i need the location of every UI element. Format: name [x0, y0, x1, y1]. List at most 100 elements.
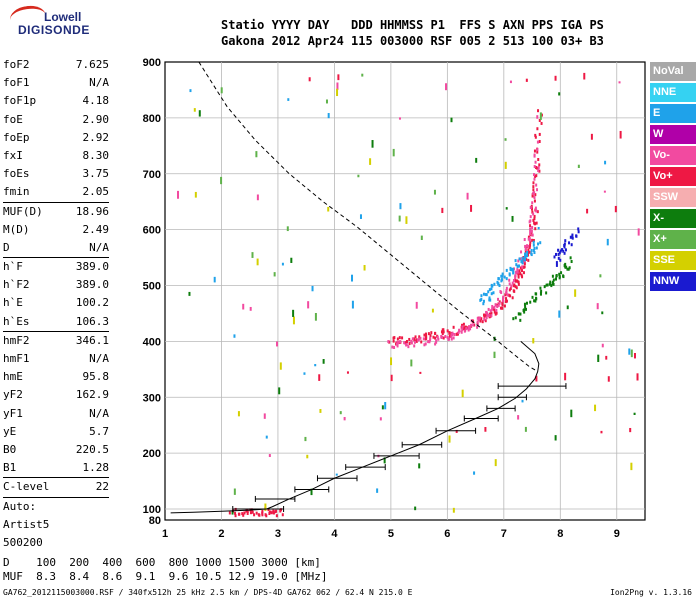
echo-point [441, 332, 444, 336]
footer-distance-row: D 100 200 400 600 800 1000 1500 3000 [km… [3, 556, 321, 569]
echo-point [429, 338, 432, 342]
echo-point [498, 301, 501, 305]
param-value: 7.625 [75, 58, 109, 71]
echo-point [558, 275, 561, 279]
noise-point [405, 216, 408, 224]
param-value: 5.7 [89, 424, 109, 438]
scaled-parameters-panel: foF2 7.625 foF1 N/A foF1p 4.18 foE 2.90 foEp 2.92… [3, 56, 109, 552]
noise-point [554, 435, 557, 441]
noise-point [420, 235, 423, 241]
noise-point [290, 257, 293, 263]
echo-point [487, 314, 490, 318]
echo-point [537, 166, 540, 170]
echo-point [514, 274, 517, 278]
echo-point [518, 269, 521, 273]
y-tick-label: 800 [143, 113, 161, 125]
echo-point [497, 303, 500, 307]
echo-point [416, 338, 419, 342]
echo-point [575, 234, 578, 238]
echo-point [418, 335, 421, 339]
noise-point [628, 348, 631, 355]
echo-point [530, 207, 533, 211]
echo-point [531, 233, 534, 237]
echo-point [261, 511, 264, 515]
echo-point [508, 282, 511, 286]
x-tick-label: 1 [162, 528, 168, 540]
echo-point [570, 260, 573, 264]
echo-point [275, 514, 278, 518]
noise-point [414, 506, 417, 511]
echo-point [408, 337, 411, 341]
echo-point [432, 335, 435, 339]
noise-point [233, 334, 236, 338]
echo-point [424, 342, 427, 346]
echo-point [442, 330, 445, 334]
polarization-legend: NoVal NNE E W Vo- Vo+ SSW X- X+ SSE NNW [650, 62, 696, 293]
noise-point [445, 83, 448, 91]
echo-point [501, 306, 504, 310]
echo-point [529, 215, 532, 219]
echo-point [489, 309, 492, 313]
dashed-profile-line [198, 61, 538, 372]
param-row: MUF(D) 18.96 [3, 203, 109, 221]
noise-point [392, 148, 395, 157]
noise-point [193, 108, 196, 112]
param-label: foEp [3, 130, 30, 144]
legend-item: Vo- [650, 146, 696, 165]
echo-point [519, 266, 522, 270]
param-value: 4.18 [82, 94, 110, 108]
echo-point [521, 261, 524, 265]
echo-point [530, 229, 533, 233]
echo-point [527, 237, 530, 241]
echo-point [536, 188, 539, 192]
param-row: fxI 8.30 [3, 147, 109, 165]
y-tick-label: 80 [149, 515, 161, 527]
param-group-muf: MUF(D) 18.96 M(D) 2.49 D N/A [3, 203, 109, 258]
y-tick-label: 200 [143, 448, 161, 460]
echo-point [565, 265, 568, 269]
echo-point [526, 244, 529, 248]
noise-point [273, 272, 276, 277]
divider [3, 477, 109, 479]
noise-point [237, 411, 240, 417]
echo-point [427, 340, 430, 344]
echo-point [529, 206, 532, 210]
echo-point [532, 185, 535, 189]
param-label: hmF1 [3, 352, 30, 365]
echo-point [434, 336, 437, 340]
noise-point [415, 301, 418, 309]
param-value: 2.49 [82, 222, 110, 236]
noise-point [489, 298, 492, 302]
echo-point [257, 513, 260, 517]
noise-point [452, 507, 455, 513]
echo-point [531, 201, 534, 205]
param-row: foF2 7.625 [3, 56, 109, 74]
echo-point [429, 334, 432, 338]
echo-point [419, 336, 422, 340]
echo-point [446, 336, 449, 340]
echo-point [498, 284, 501, 288]
echo-point [480, 294, 483, 298]
echo-point [482, 302, 485, 306]
echo-point [533, 214, 536, 218]
echo-point [500, 278, 503, 282]
noise-point [213, 276, 216, 283]
echo-point [534, 227, 537, 231]
param-label: MUF(D) [3, 204, 43, 218]
echo-point [528, 237, 531, 241]
noise-point [198, 110, 201, 117]
echo-point [558, 272, 561, 276]
noise-point [418, 463, 421, 469]
echo-point [493, 306, 496, 310]
echo-point [467, 327, 470, 331]
noise-point [604, 160, 607, 165]
echo-point [521, 269, 524, 273]
echo-point [568, 241, 571, 245]
echo-point [555, 252, 558, 256]
echo-point [494, 303, 497, 307]
noise-point [194, 191, 197, 198]
echo-point [249, 511, 252, 515]
noise-point [410, 359, 413, 367]
noise-point [525, 78, 528, 82]
